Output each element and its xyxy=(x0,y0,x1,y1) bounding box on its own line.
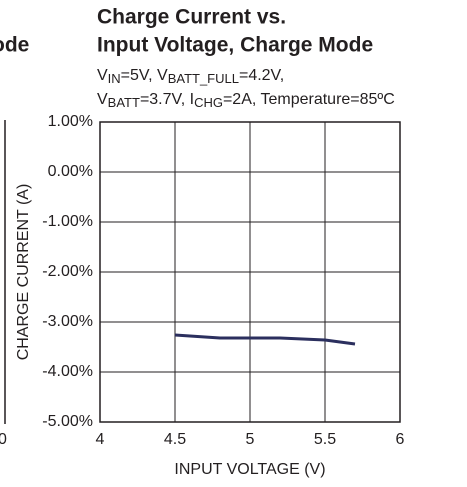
x-tick-label: 5.5 xyxy=(314,431,336,448)
y-axis-label: CHARGE CURRENT (A) xyxy=(15,184,32,361)
neighbor-title-fragment: ode xyxy=(0,34,29,57)
x-tick-label: 5 xyxy=(246,431,255,448)
subscript: IN xyxy=(108,71,121,86)
subtitle-text: V xyxy=(97,67,108,84)
neighbor-tick-fragment: 0 xyxy=(0,431,7,448)
data-line xyxy=(174,333,356,346)
subtitle-text: =4.2V, xyxy=(239,67,284,84)
subscript: BATT xyxy=(108,95,140,110)
subtitle-text: =5V, V xyxy=(121,67,168,84)
subscript: BATT_FULL xyxy=(168,71,239,86)
y-tick-label: -2.00% xyxy=(42,263,93,280)
y-tick-label: 1.00% xyxy=(48,113,93,130)
y-tick-label: -5.00% xyxy=(42,413,93,430)
x-tick-label: 4 xyxy=(96,431,105,448)
subtitle-text: V xyxy=(97,91,108,108)
y-tick-label: -1.00% xyxy=(42,213,93,230)
subtitle-text: =3.7V, I xyxy=(140,91,194,108)
x-tick-label: 4.5 xyxy=(164,431,186,448)
plot-border xyxy=(99,121,401,423)
x-tick-label: 6 xyxy=(396,431,405,448)
y-tick-label: -3.00% xyxy=(42,313,93,330)
subtitle-text: =2A, Temperature=85ºC xyxy=(223,91,395,108)
y-tick-label: -4.00% xyxy=(42,363,93,380)
chart-title: Charge Current vs. xyxy=(97,6,286,29)
x-axis-label: INPUT VOLTAGE (V) xyxy=(174,461,325,478)
chart-subtitle: VIN=5V, VBATT_FULL=4.2V, xyxy=(97,67,284,86)
chart-title: Input Voltage, Charge Mode xyxy=(97,34,373,57)
y-tick-label: 0.00% xyxy=(48,163,93,180)
chart-subtitle: VBATT=3.7V, ICHG=2A, Temperature=85ºC xyxy=(97,91,395,110)
subscript: CHG xyxy=(194,95,223,110)
